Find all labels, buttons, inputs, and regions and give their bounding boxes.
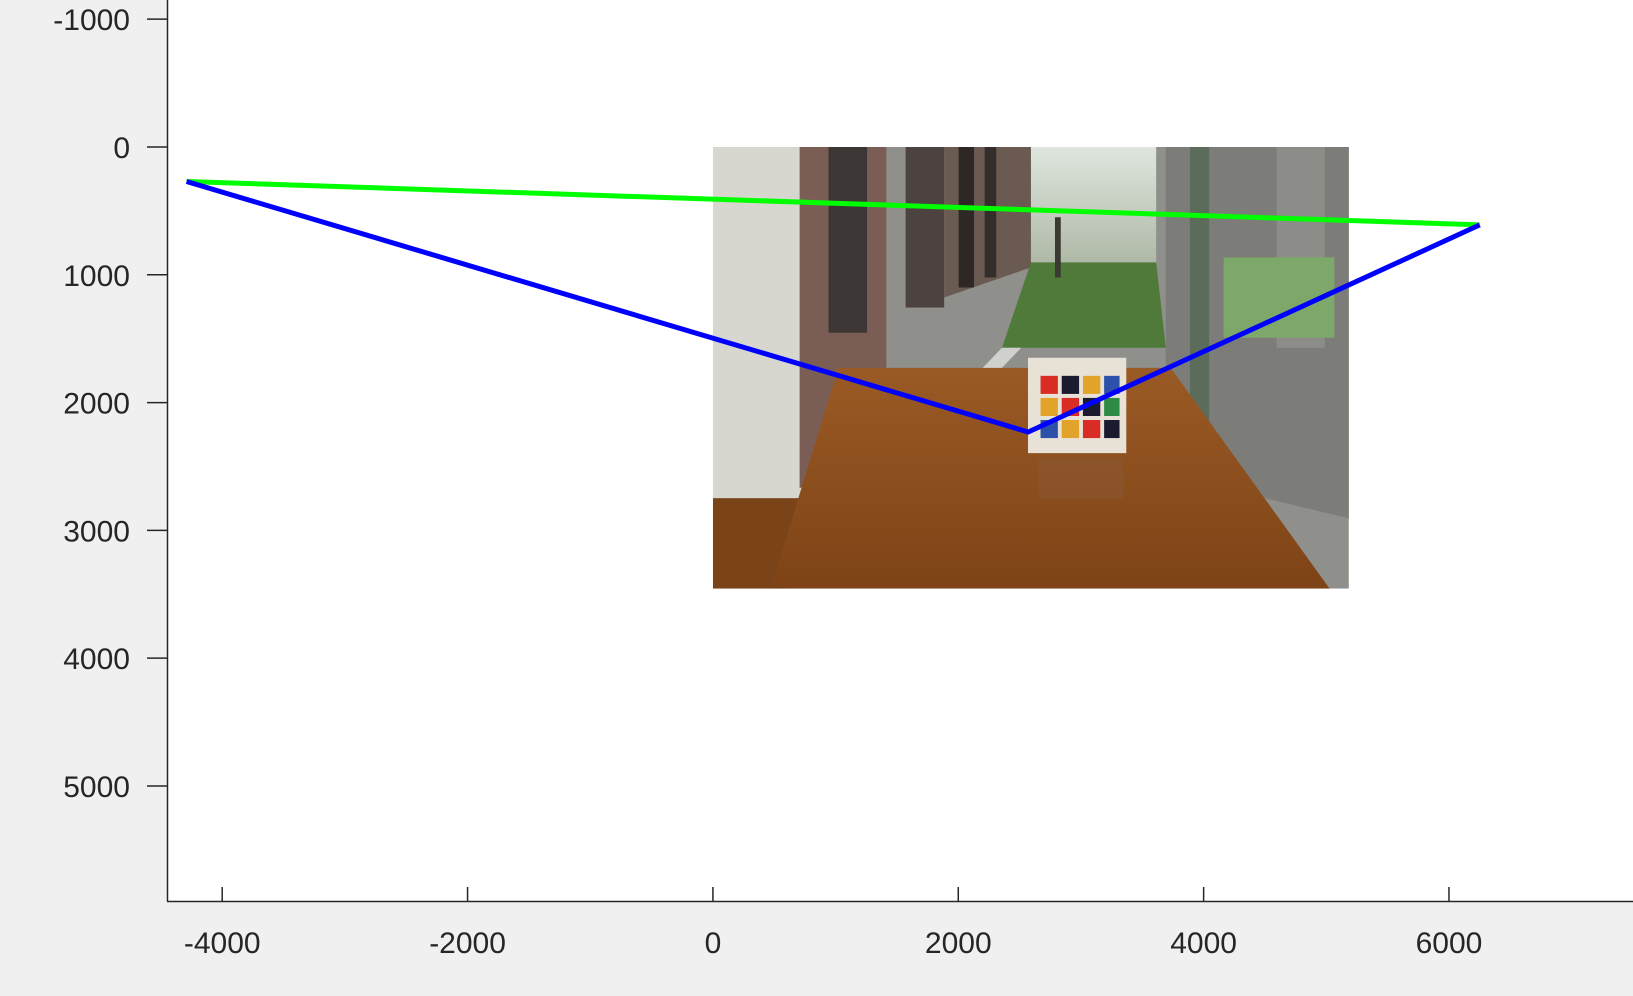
- x-tick-label: -2000: [429, 927, 506, 960]
- series-green-line: [186, 179, 1480, 228]
- x-tick-label: 4000: [1170, 927, 1237, 960]
- series-blue-line: [185, 179, 1481, 435]
- y-tick-label: -1000: [53, 4, 130, 37]
- x-tick-label: 2000: [925, 927, 992, 960]
- y-tick-label: 1000: [63, 260, 130, 293]
- background-photo: [712, 146, 1349, 589]
- x-axis-ticks: -4000 -2000 0 2000 4000 6000: [184, 887, 1483, 960]
- y-tick-label: 3000: [63, 515, 130, 548]
- x-tick-label: 0: [705, 927, 722, 960]
- x-tick-label: 6000: [1416, 927, 1483, 960]
- y-tick-label: 5000: [63, 771, 130, 804]
- x-tick-label: -4000: [184, 927, 261, 960]
- y-tick-label: 0: [113, 132, 130, 165]
- y-tick-label: 4000: [63, 643, 130, 676]
- y-tick-label: 2000: [63, 388, 130, 421]
- y-axis-ticks: -1000 0 1000 2000 3000 4000 5000: [53, 4, 167, 804]
